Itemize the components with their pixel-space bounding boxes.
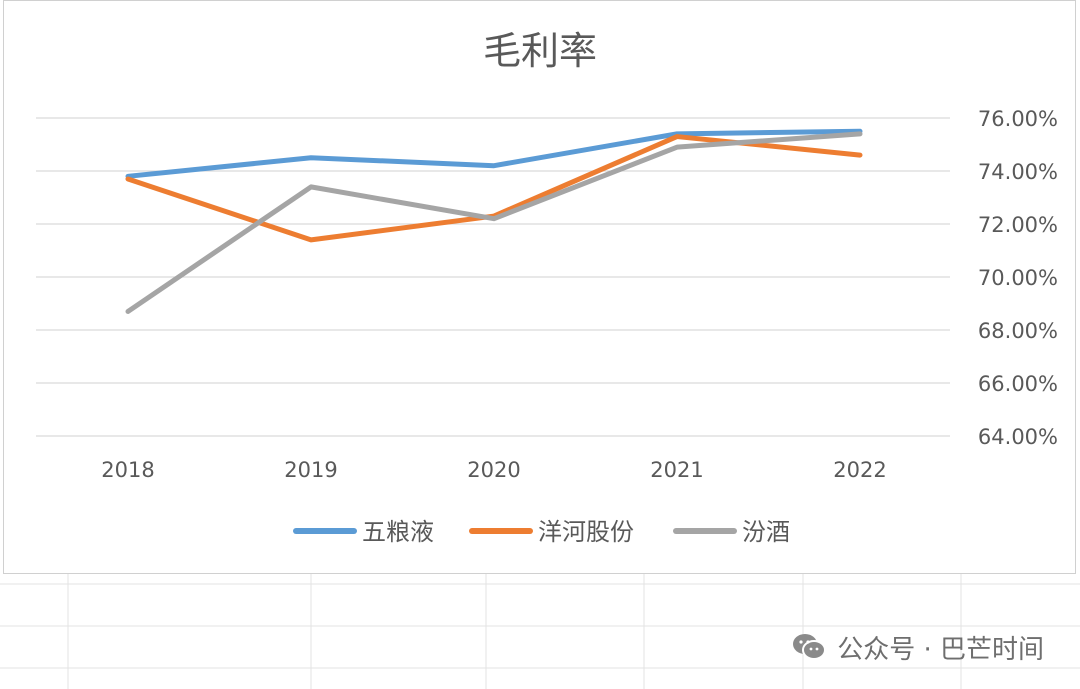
x-tick-label: 2022 <box>833 458 886 482</box>
series-line-0[interactable] <box>125 128 863 179</box>
x-tick-label: 2021 <box>650 458 703 482</box>
y-tick-label: 64.00% <box>978 425 1058 449</box>
wechat-icon <box>793 634 827 660</box>
y-tick-label: 70.00% <box>978 266 1058 290</box>
y-tick-label: 66.00% <box>978 372 1058 396</box>
legend-label: 汾酒 <box>742 518 790 546</box>
x-tick-label: 2018 <box>101 458 154 482</box>
y-tick-label: 68.00% <box>978 319 1058 343</box>
watermark: 公众号 · 巴芒时间 <box>791 627 1044 667</box>
y-tick-label: 72.00% <box>978 213 1058 237</box>
chart-area[interactable] <box>3 0 1076 574</box>
chart-title: 毛利率 <box>483 29 597 73</box>
watermark-text: 公众号 · 巴芒时间 <box>837 634 1044 665</box>
legend-label: 洋河股份 <box>538 518 634 546</box>
x-tick-label: 2019 <box>284 458 337 482</box>
legend-label: 五粮液 <box>362 518 434 546</box>
y-tick-label: 76.00% <box>978 107 1058 131</box>
series-line-2[interactable] <box>125 131 863 314</box>
y-tick-label: 74.00% <box>978 160 1058 184</box>
x-tick-label: 2020 <box>467 458 520 482</box>
